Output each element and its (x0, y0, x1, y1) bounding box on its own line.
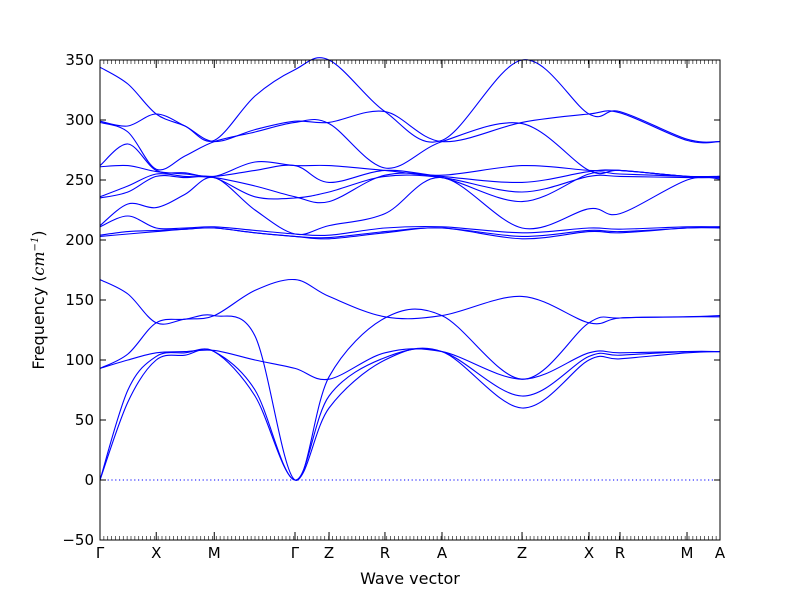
kpoint-label: Γ (291, 544, 300, 562)
kpoint-label: M (681, 544, 694, 562)
kpoint-label: X (151, 544, 161, 562)
band-line-15 (99, 110, 721, 144)
y-axis-label-exponent: −1 (30, 237, 41, 252)
kpoint-label: Γ (96, 544, 105, 562)
kpoint-label: R (615, 544, 625, 562)
kpoint-label: R (380, 544, 390, 562)
kpoint-label: Z (517, 544, 527, 562)
y-axis-label-unit: cm (29, 251, 48, 275)
y-tick-label: 350 (65, 51, 94, 69)
band-line-4 (99, 308, 721, 481)
band-line-2 (99, 348, 721, 481)
band-line-6 (99, 227, 721, 240)
band-line-9 (99, 176, 721, 236)
band-line-8 (99, 215, 721, 237)
kpoint-label: M (208, 544, 221, 562)
y-tick-label: 0 (84, 471, 94, 489)
band-line-1 (99, 347, 721, 481)
band-line-16 (99, 57, 721, 143)
kpoint-label: Z (324, 544, 334, 562)
y-tick-label: −50 (62, 531, 94, 549)
y-tick-label: 200 (65, 231, 94, 249)
band-line-5 (99, 278, 721, 325)
y-tick-label: 300 (65, 111, 94, 129)
band-line-11 (99, 171, 721, 204)
y-axis-label-main: Frequency ( (29, 276, 48, 370)
y-tick-labels: −50 0 50 100 150 200 250 300 350 (62, 51, 94, 549)
band-line-10 (99, 174, 721, 200)
kpoint-label: A (715, 544, 726, 562)
kpoint-label: A (437, 544, 448, 562)
y-tick-label: 250 (65, 171, 94, 189)
band-line-7 (99, 226, 721, 239)
y-tick-label: 150 (65, 291, 94, 309)
plot-frame (99, 59, 721, 541)
axis-ticks (99, 59, 721, 541)
band-lines (99, 57, 721, 481)
band-line-14 (99, 118, 721, 178)
band-line-3 (99, 348, 721, 381)
y-axis-label: Frequency (cm−1) (29, 230, 48, 369)
band-line-13 (99, 143, 721, 178)
y-axis-label-close: ) (29, 230, 48, 236)
y-tick-label: 100 (65, 351, 94, 369)
y-tick-label: 50 (75, 411, 94, 429)
kpoint-label: X (584, 544, 594, 562)
x-axis-label: Wave vector (360, 569, 460, 588)
